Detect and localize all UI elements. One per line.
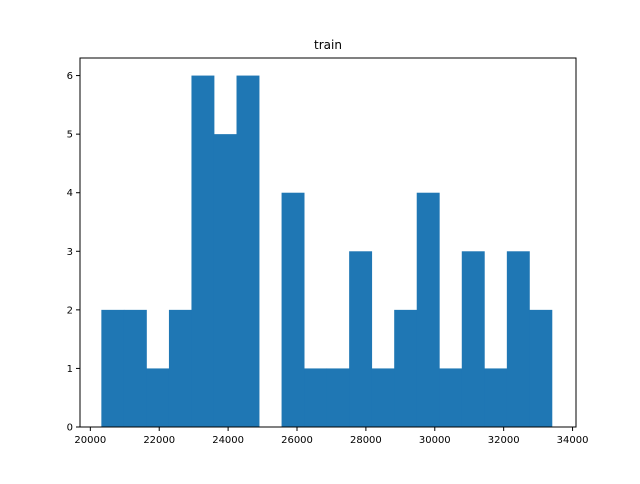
y-tick-label: 4 [67,188,73,199]
histogram-bar [304,368,328,427]
histogram-bar [123,309,147,427]
histogram-bar [191,75,215,427]
histogram-bar [213,134,237,427]
histogram-bar [349,251,373,427]
histogram-bar [146,368,170,427]
histogram-bar [416,192,440,427]
histogram-bar [371,368,395,427]
histogram-bar [506,251,530,427]
histogram-bar [461,251,485,427]
histogram-bar [484,368,508,427]
x-tick-label: 20000 [74,435,106,446]
histogram-bar [529,309,553,427]
y-tick-label: 5 [67,130,73,141]
histogram-bar [439,368,463,427]
histogram-bar [394,309,418,427]
y-tick-label: 3 [67,247,73,258]
histogram-bar [281,192,305,427]
chart-title: train [314,38,342,52]
x-tick-label: 22000 [143,435,175,446]
x-tick-label: 24000 [212,435,244,446]
x-tick-label: 34000 [557,435,589,446]
histogram-bar [101,309,125,427]
histogram-bar [236,75,260,427]
x-tick-label: 26000 [281,435,313,446]
x-tick-label: 28000 [350,435,382,446]
histogram-bar [168,309,192,427]
axes-layer: 20000 22000 24000 26000 28000 30000 32000 34000… [67,57,589,446]
y-tick-label: 1 [67,364,73,375]
plot-frame [79,57,577,428]
x-tick-label: 30000 [419,435,451,446]
y-tick-label: 2 [67,305,73,316]
bars-layer [101,75,553,427]
y-tick-label: 6 [67,71,73,82]
histogram-bar [326,368,350,427]
x-tick-label: 32000 [488,435,520,446]
y-tick-label: 0 [67,423,73,434]
